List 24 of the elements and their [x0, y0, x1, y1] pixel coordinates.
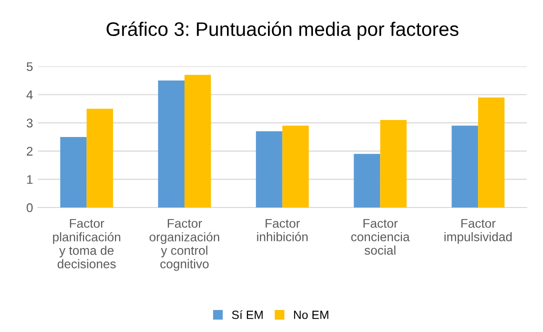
x-tick-label: Factor planificación y toma de decisiones — [53, 219, 120, 268]
y-tick-label: 5 — [26, 62, 33, 72]
legend-label: No EM — [294, 310, 328, 320]
x-tick-label: Factor impulsividad — [444, 219, 512, 244]
bar — [256, 131, 282, 208]
bar — [282, 126, 309, 208]
bar — [86, 108, 114, 208]
bar — [60, 136, 87, 208]
bar — [452, 126, 478, 208]
chart-title: Gráfico 3: Puntuación media por factores — [106, 22, 458, 40]
legend-label: Sí EM — [232, 310, 263, 320]
y-tick-label: 2 — [26, 146, 33, 156]
y-tick-label: 4 — [26, 90, 33, 100]
x-tick-label: Factor inhibición — [257, 219, 308, 242]
y-tick-label: 1 — [27, 175, 33, 184]
y-tick-label: 3 — [26, 118, 33, 128]
bar — [184, 74, 211, 208]
bar — [158, 80, 185, 208]
y-tick-label: 0 — [26, 203, 33, 212]
x-tick-label: Factor organización y control cognitivo — [150, 219, 220, 271]
bar — [380, 120, 407, 208]
x-tick-label: Factor conciencia social — [351, 219, 410, 255]
bar — [354, 154, 380, 208]
bar — [478, 97, 504, 208]
